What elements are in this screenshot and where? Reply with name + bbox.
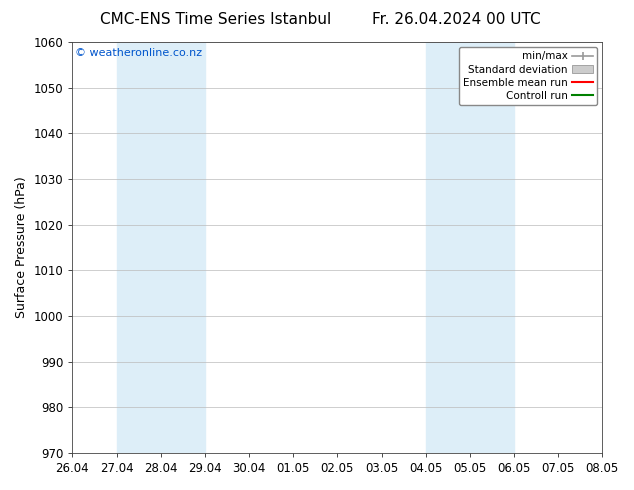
Text: © weatheronline.co.nz: © weatheronline.co.nz [75,48,202,58]
Legend: min/max, Standard deviation, Ensemble mean run, Controll run: min/max, Standard deviation, Ensemble me… [459,47,597,105]
Text: Fr. 26.04.2024 00 UTC: Fr. 26.04.2024 00 UTC [372,12,541,27]
Bar [425,42,514,453]
Bar [117,42,205,453]
Text: CMC-ENS Time Series Istanbul: CMC-ENS Time Series Istanbul [100,12,331,27]
Y-axis label: Surface Pressure (hPa): Surface Pressure (hPa) [15,176,28,318]
